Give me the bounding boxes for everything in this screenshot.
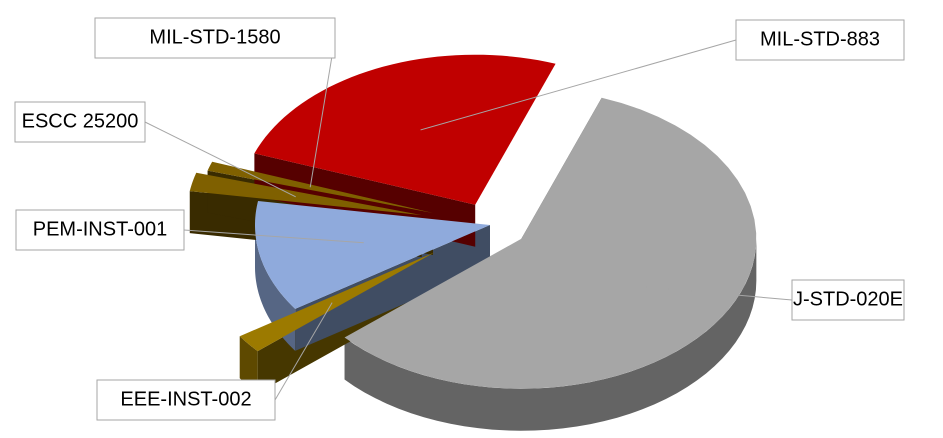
callout-line xyxy=(144,121,296,198)
callout-line xyxy=(627,284,793,301)
data-label: EEE-INST-002 xyxy=(120,388,251,410)
slice xyxy=(239,252,435,352)
slice-side xyxy=(344,238,757,431)
label-box xyxy=(791,279,905,321)
slice xyxy=(255,201,490,309)
slice xyxy=(207,161,434,214)
data-label: J-STD-020E xyxy=(793,288,903,310)
label-box xyxy=(96,379,276,421)
label-box xyxy=(735,19,905,61)
slice-edge xyxy=(295,225,490,351)
labels: J-STD-020E EEE-INST-002 PEM-INST-001 ESCC 2… xyxy=(14,17,905,421)
data-label: MIL-STD-1580 xyxy=(149,26,280,48)
label-box xyxy=(14,101,146,143)
label-box xyxy=(94,17,336,59)
slice xyxy=(344,97,757,389)
callout-line xyxy=(183,229,364,244)
label-box xyxy=(15,209,185,251)
slice-side xyxy=(239,336,258,394)
slice xyxy=(189,172,422,216)
slice-tops xyxy=(189,54,757,389)
data-label: PEM-INST-001 xyxy=(33,218,167,240)
callout-line xyxy=(420,39,737,131)
data-label: ESCC 25200 xyxy=(22,110,139,132)
callout-line xyxy=(274,302,333,401)
slice xyxy=(254,54,556,205)
callout-line xyxy=(309,37,336,188)
data-label: MIL-STD-883 xyxy=(760,28,880,50)
